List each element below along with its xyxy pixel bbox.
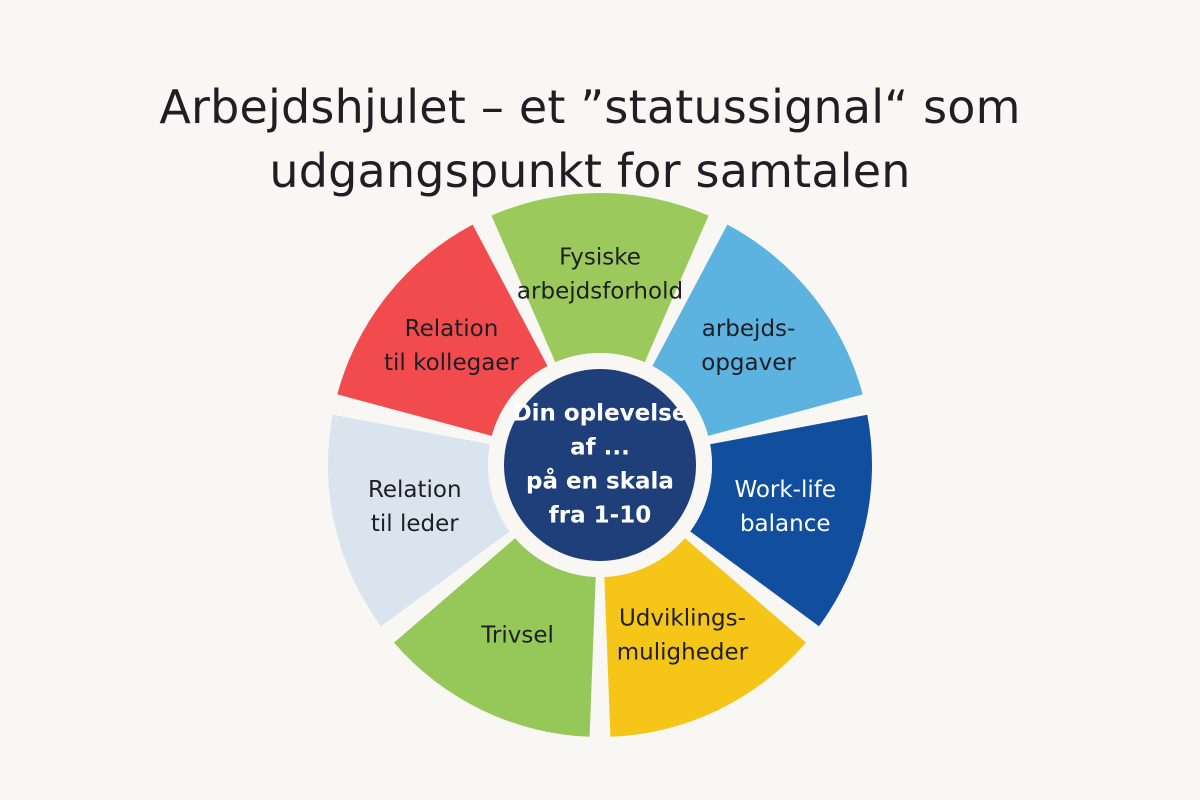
segment-label: opgaver bbox=[701, 350, 796, 376]
wheel-center-disc bbox=[504, 369, 696, 561]
segment-label: Udviklings- bbox=[619, 606, 746, 632]
segment-label: Work-life bbox=[734, 477, 836, 503]
wheel-segment bbox=[337, 224, 548, 436]
center-label: på en skala bbox=[526, 468, 674, 495]
page-title: Arbejdshjulet – et ”statussignal“ som ud… bbox=[0, 75, 1180, 203]
center-label: Din oplevelse bbox=[513, 401, 688, 427]
center-label: af ... bbox=[570, 435, 630, 461]
segment-label: arbejds- bbox=[702, 316, 796, 342]
segment-label: Relation bbox=[368, 477, 462, 503]
segment-label: til kollegaer bbox=[384, 350, 519, 376]
wheel-segment bbox=[652, 224, 863, 436]
segment-label: Fysiske bbox=[559, 245, 641, 271]
center-label: fra 1-10 bbox=[549, 503, 651, 529]
wheel-segment bbox=[327, 414, 510, 627]
page-title-line-2: udgangspunkt for samtalen bbox=[269, 143, 911, 198]
segment-label: arbejdsforhold bbox=[517, 279, 683, 305]
wheel-segment bbox=[394, 538, 596, 737]
segment-label: Trivsel bbox=[480, 623, 554, 649]
page-title-line-1: Arbejdshjulet – et ”statussignal“ som bbox=[159, 79, 1021, 134]
segment-label: muligheder bbox=[617, 640, 749, 666]
wheel-segment bbox=[690, 414, 873, 627]
segment-label: Relation bbox=[405, 316, 499, 342]
wheel-segment bbox=[491, 193, 709, 363]
wheel-segment bbox=[604, 538, 806, 737]
segment-label: til leder bbox=[371, 511, 459, 537]
wheel-segments: Fysiske arbejdsforhold arbejds-opgaver Work… bbox=[327, 193, 873, 737]
segment-label: balance bbox=[740, 511, 831, 537]
